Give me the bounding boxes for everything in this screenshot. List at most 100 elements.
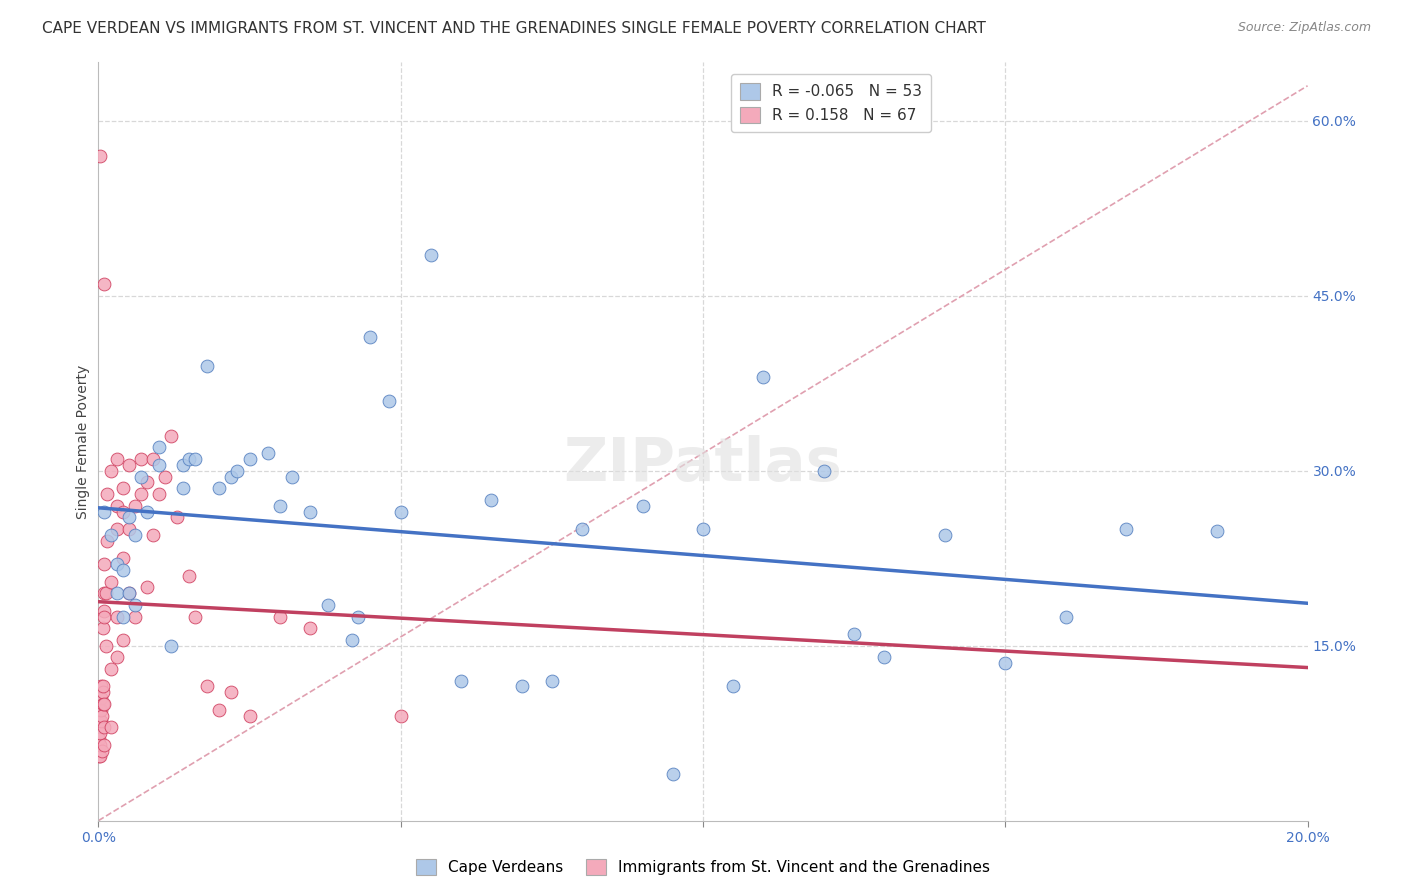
Y-axis label: Single Female Poverty: Single Female Poverty <box>76 365 90 518</box>
Point <box>184 609 207 624</box>
Point <box>316 598 339 612</box>
Point <box>111 551 134 566</box>
Point <box>90 703 112 717</box>
Point <box>100 720 122 734</box>
Point <box>269 609 291 624</box>
Point <box>96 487 118 501</box>
Point <box>184 452 207 467</box>
Point <box>124 598 146 612</box>
Point <box>129 469 152 483</box>
Point <box>360 329 382 343</box>
Point <box>100 528 122 542</box>
Point <box>160 428 183 442</box>
Point <box>481 492 503 507</box>
Point <box>91 680 114 694</box>
Point <box>510 680 533 694</box>
Point <box>1054 609 1077 624</box>
Point <box>91 697 114 711</box>
Point <box>105 650 128 665</box>
Point <box>752 370 775 384</box>
Point <box>844 627 866 641</box>
Point <box>281 469 304 483</box>
Point <box>142 452 165 467</box>
Point <box>239 708 262 723</box>
Point <box>347 609 370 624</box>
Point <box>129 487 152 501</box>
Legend: Cape Verdeans, Immigrants from St. Vincent and the Grenadines: Cape Verdeans, Immigrants from St. Vince… <box>408 851 998 882</box>
Point <box>90 714 112 729</box>
Point <box>93 586 115 600</box>
Point <box>239 452 262 467</box>
Point <box>100 574 122 589</box>
Point <box>87 749 110 764</box>
Point <box>93 604 115 618</box>
Point <box>105 499 128 513</box>
Point <box>91 708 114 723</box>
Point <box>111 609 134 624</box>
Point <box>90 691 112 706</box>
Point <box>389 504 412 518</box>
Point <box>1115 522 1137 536</box>
Point <box>571 522 593 536</box>
Point <box>89 749 111 764</box>
Point <box>93 738 115 752</box>
Point <box>221 469 243 483</box>
Point <box>135 475 157 490</box>
Point <box>226 464 249 478</box>
Point <box>96 533 118 548</box>
Point <box>105 586 128 600</box>
Point <box>91 685 114 699</box>
Point <box>111 563 134 577</box>
Point <box>148 487 170 501</box>
Point <box>91 621 114 635</box>
Point <box>93 720 115 734</box>
Point <box>89 714 111 729</box>
Point <box>160 639 183 653</box>
Point <box>124 609 146 624</box>
Point <box>540 673 562 688</box>
Point <box>195 680 218 694</box>
Point <box>661 767 683 781</box>
Point <box>105 452 128 467</box>
Point <box>93 277 115 291</box>
Point <box>111 481 134 495</box>
Point <box>118 586 141 600</box>
Point <box>172 481 194 495</box>
Point <box>631 499 654 513</box>
Point <box>93 557 115 571</box>
Point <box>89 149 111 163</box>
Text: Source: ZipAtlas.com: Source: ZipAtlas.com <box>1237 21 1371 34</box>
Point <box>389 708 412 723</box>
Point <box>148 441 170 455</box>
Point <box>813 464 835 478</box>
Point <box>129 452 152 467</box>
Point <box>87 731 110 746</box>
Point <box>299 621 322 635</box>
Point <box>172 458 194 472</box>
Point <box>142 528 165 542</box>
Point <box>124 528 146 542</box>
Point <box>692 522 714 536</box>
Point <box>105 557 128 571</box>
Point <box>118 522 141 536</box>
Point <box>96 586 118 600</box>
Point <box>105 609 128 624</box>
Point <box>118 510 141 524</box>
Point <box>89 726 111 740</box>
Point <box>377 393 399 408</box>
Point <box>93 697 115 711</box>
Point <box>111 632 134 647</box>
Legend: R = -0.065   N = 53, R = 0.158   N = 67: R = -0.065 N = 53, R = 0.158 N = 67 <box>731 74 931 132</box>
Point <box>450 673 472 688</box>
Point <box>1206 524 1229 539</box>
Point <box>100 464 122 478</box>
Point <box>111 504 134 518</box>
Point <box>269 499 291 513</box>
Point <box>124 499 146 513</box>
Text: ZIPatlas: ZIPatlas <box>564 434 842 494</box>
Point <box>166 510 188 524</box>
Point <box>91 744 114 758</box>
Point <box>873 650 896 665</box>
Point <box>105 522 128 536</box>
Point <box>179 452 201 467</box>
